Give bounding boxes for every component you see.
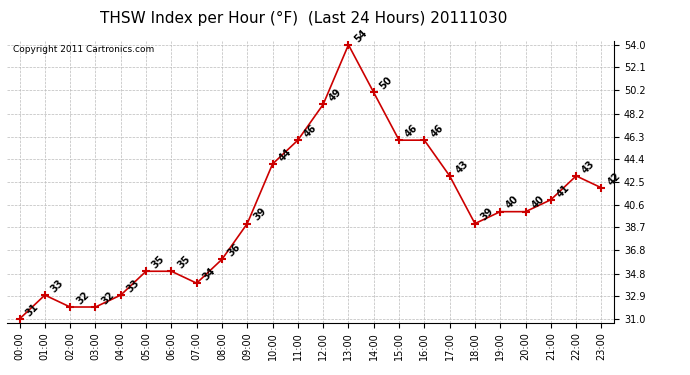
Text: 32: 32 [99, 290, 116, 306]
Text: 33: 33 [125, 278, 141, 294]
Text: Copyright 2011 Cartronics.com: Copyright 2011 Cartronics.com [13, 45, 155, 54]
Text: 40: 40 [530, 194, 546, 211]
Text: 42: 42 [606, 171, 622, 187]
Text: THSW Index per Hour (°F)  (Last 24 Hours) 20111030: THSW Index per Hour (°F) (Last 24 Hours)… [100, 11, 507, 26]
Text: 49: 49 [327, 87, 344, 104]
Text: 35: 35 [175, 254, 192, 270]
Text: 50: 50 [378, 75, 395, 92]
Text: 35: 35 [150, 254, 167, 270]
Text: 46: 46 [302, 123, 319, 140]
Text: 33: 33 [49, 278, 66, 294]
Text: 32: 32 [75, 290, 91, 306]
Text: 41: 41 [555, 182, 571, 199]
Text: 43: 43 [580, 159, 597, 175]
Text: 34: 34 [201, 266, 217, 282]
Text: 43: 43 [454, 159, 471, 175]
Text: 36: 36 [226, 242, 243, 258]
Text: 46: 46 [428, 123, 445, 140]
Text: 46: 46 [403, 123, 420, 140]
Text: 31: 31 [23, 302, 40, 318]
Text: 39: 39 [251, 206, 268, 223]
Text: 54: 54 [353, 27, 369, 44]
Text: 44: 44 [277, 147, 293, 163]
Text: 39: 39 [479, 206, 495, 223]
Text: 40: 40 [504, 194, 521, 211]
